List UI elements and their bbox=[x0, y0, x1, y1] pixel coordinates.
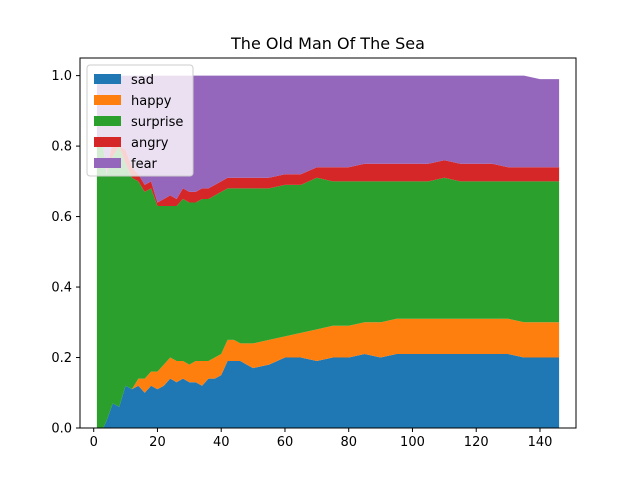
area-angry bbox=[96, 139, 560, 206]
legend-label-happy: happy bbox=[131, 94, 172, 109]
x-tick-label: 40 bbox=[213, 435, 230, 450]
legend-swatch-surprise bbox=[94, 116, 121, 126]
x-tick-label: 20 bbox=[149, 435, 166, 450]
plot-frame bbox=[79, 57, 577, 429]
y-tick-label: 1.0 bbox=[51, 69, 72, 84]
y-axis: 0.0 0.2 0.4 0.6 0.8 1.0 bbox=[51, 69, 80, 437]
x-tick-label: 0 bbox=[90, 435, 98, 450]
x-tick-label: 140 bbox=[528, 435, 553, 450]
area-sad bbox=[96, 354, 560, 428]
legend-label-sad: sad bbox=[131, 73, 154, 88]
legend-label-fear: fear bbox=[131, 157, 158, 172]
x-tick-label: 100 bbox=[400, 435, 425, 450]
y-tick-label: 0.6 bbox=[51, 210, 72, 225]
legend-swatch-angry bbox=[94, 137, 121, 147]
legend-box bbox=[86, 64, 194, 177]
x-axis: 0 20 40 60 80 100 120 140 bbox=[90, 428, 553, 450]
area-happy bbox=[96, 318, 560, 428]
legend-swatch-fear bbox=[94, 158, 121, 168]
y-tick-label: 0.8 bbox=[51, 140, 72, 155]
legend-swatch-happy bbox=[94, 95, 121, 105]
x-tick-label: 80 bbox=[340, 435, 357, 450]
y-tick-label: 0.0 bbox=[51, 422, 72, 437]
y-tick-label: 0.4 bbox=[51, 281, 72, 296]
area-series-group bbox=[96, 75, 560, 428]
y-tick-label: 0.2 bbox=[51, 351, 72, 366]
x-tick-label: 60 bbox=[277, 435, 294, 450]
legend-swatch-sad bbox=[94, 74, 121, 84]
legend-label-angry: angry bbox=[131, 136, 169, 151]
area-fear bbox=[96, 75, 560, 203]
legend: sad happy surprise angry fear bbox=[86, 64, 194, 177]
chart-title: The Old Man Of The Sea bbox=[230, 34, 425, 53]
legend-label-surprise: surprise bbox=[131, 115, 183, 130]
area-surprise bbox=[96, 146, 560, 428]
x-tick-label: 120 bbox=[464, 435, 489, 450]
